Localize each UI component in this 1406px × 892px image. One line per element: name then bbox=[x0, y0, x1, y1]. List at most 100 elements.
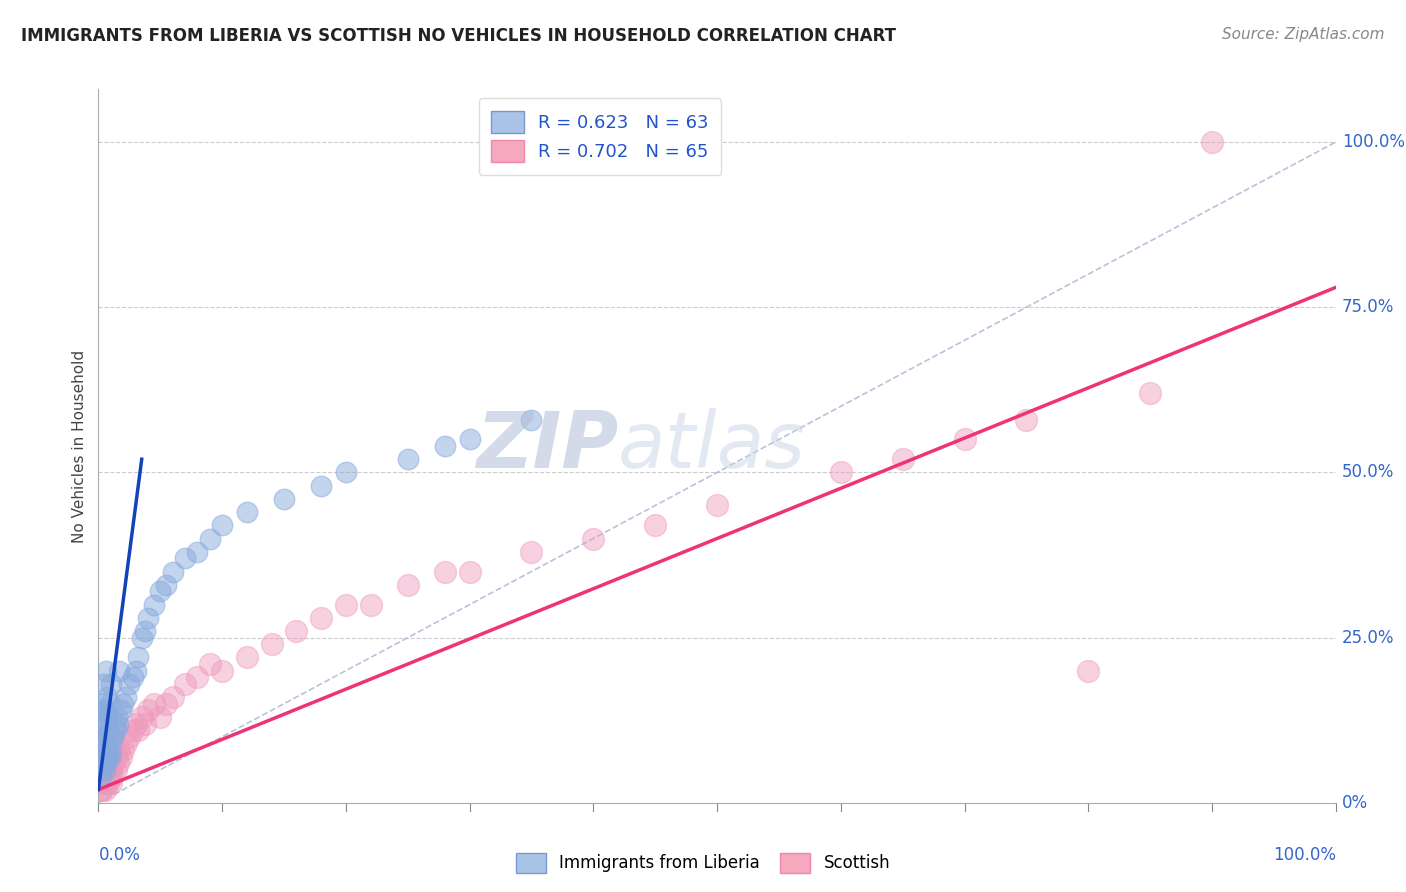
Text: Source: ZipAtlas.com: Source: ZipAtlas.com bbox=[1222, 27, 1385, 42]
Point bbox=[396, 578, 419, 592]
Text: 100.0%: 100.0% bbox=[1341, 133, 1405, 151]
Point bbox=[89, 756, 111, 771]
Point bbox=[335, 598, 357, 612]
Point bbox=[93, 763, 115, 777]
Point bbox=[131, 710, 153, 724]
Point bbox=[236, 650, 259, 665]
Point bbox=[186, 545, 208, 559]
Point bbox=[520, 412, 543, 426]
Point bbox=[1077, 664, 1099, 678]
Text: 0.0%: 0.0% bbox=[98, 846, 141, 863]
Point bbox=[97, 763, 120, 777]
Point bbox=[90, 763, 112, 777]
Point bbox=[644, 518, 666, 533]
Point bbox=[891, 452, 914, 467]
Point bbox=[91, 782, 114, 797]
Point bbox=[136, 703, 159, 717]
Text: ZIP: ZIP bbox=[475, 408, 619, 484]
Point bbox=[93, 730, 115, 744]
Point bbox=[309, 611, 332, 625]
Point bbox=[98, 697, 121, 711]
Point bbox=[98, 769, 121, 783]
Point bbox=[112, 743, 135, 757]
Point bbox=[104, 763, 127, 777]
Point bbox=[96, 749, 118, 764]
Point bbox=[93, 776, 115, 790]
Point bbox=[706, 499, 728, 513]
Point bbox=[90, 769, 112, 783]
Point bbox=[94, 664, 117, 678]
Point bbox=[124, 664, 146, 678]
Point bbox=[273, 491, 295, 506]
Point bbox=[94, 730, 117, 744]
Point bbox=[108, 664, 131, 678]
Point bbox=[98, 749, 121, 764]
Point bbox=[131, 631, 153, 645]
Point bbox=[103, 756, 125, 771]
Point bbox=[162, 690, 184, 704]
Point bbox=[122, 723, 145, 738]
Point bbox=[118, 730, 141, 744]
Point bbox=[96, 769, 118, 783]
Point bbox=[89, 782, 111, 797]
Point bbox=[94, 749, 117, 764]
Point bbox=[122, 670, 145, 684]
Point bbox=[155, 578, 177, 592]
Point bbox=[91, 716, 114, 731]
Point bbox=[458, 433, 481, 447]
Point bbox=[124, 716, 146, 731]
Point bbox=[134, 624, 156, 638]
Text: IMMIGRANTS FROM LIBERIA VS SCOTTISH NO VEHICLES IN HOUSEHOLD CORRELATION CHART: IMMIGRANTS FROM LIBERIA VS SCOTTISH NO V… bbox=[21, 27, 896, 45]
Point bbox=[112, 697, 135, 711]
Point bbox=[98, 756, 121, 771]
Point bbox=[97, 743, 120, 757]
Point bbox=[108, 743, 131, 757]
Point bbox=[93, 710, 115, 724]
Point bbox=[94, 763, 117, 777]
Point bbox=[110, 749, 132, 764]
Point bbox=[93, 756, 115, 771]
Point bbox=[90, 749, 112, 764]
Point bbox=[96, 690, 118, 704]
Point bbox=[360, 598, 382, 612]
Point bbox=[101, 730, 124, 744]
Point bbox=[93, 769, 115, 783]
Point bbox=[93, 743, 115, 757]
Point bbox=[149, 584, 172, 599]
Point bbox=[91, 763, 114, 777]
Point bbox=[433, 439, 456, 453]
Point bbox=[91, 697, 114, 711]
Point bbox=[114, 736, 136, 750]
Point bbox=[105, 749, 128, 764]
Point bbox=[97, 710, 120, 724]
Point bbox=[143, 697, 166, 711]
Text: 75.0%: 75.0% bbox=[1341, 298, 1395, 317]
Point bbox=[100, 743, 122, 757]
Point bbox=[93, 677, 115, 691]
Point bbox=[211, 664, 233, 678]
Point bbox=[89, 743, 111, 757]
Point bbox=[953, 433, 976, 447]
Point bbox=[198, 657, 221, 671]
Point bbox=[174, 677, 197, 691]
Point bbox=[93, 736, 115, 750]
Text: atlas: atlas bbox=[619, 408, 806, 484]
Point bbox=[830, 466, 852, 480]
Point bbox=[93, 782, 115, 797]
Legend: R = 0.623   N = 63, R = 0.702   N = 65: R = 0.623 N = 63, R = 0.702 N = 65 bbox=[478, 98, 721, 175]
Point bbox=[94, 703, 117, 717]
Point bbox=[174, 551, 197, 566]
Point bbox=[127, 650, 149, 665]
Point bbox=[260, 637, 283, 651]
Point bbox=[1015, 412, 1038, 426]
Point bbox=[433, 565, 456, 579]
Point bbox=[90, 730, 112, 744]
Point bbox=[198, 532, 221, 546]
Point bbox=[396, 452, 419, 467]
Point bbox=[118, 677, 141, 691]
Text: 0%: 0% bbox=[1341, 794, 1368, 812]
Text: 100.0%: 100.0% bbox=[1272, 846, 1336, 863]
Point bbox=[458, 565, 481, 579]
Point bbox=[236, 505, 259, 519]
Point bbox=[211, 518, 233, 533]
